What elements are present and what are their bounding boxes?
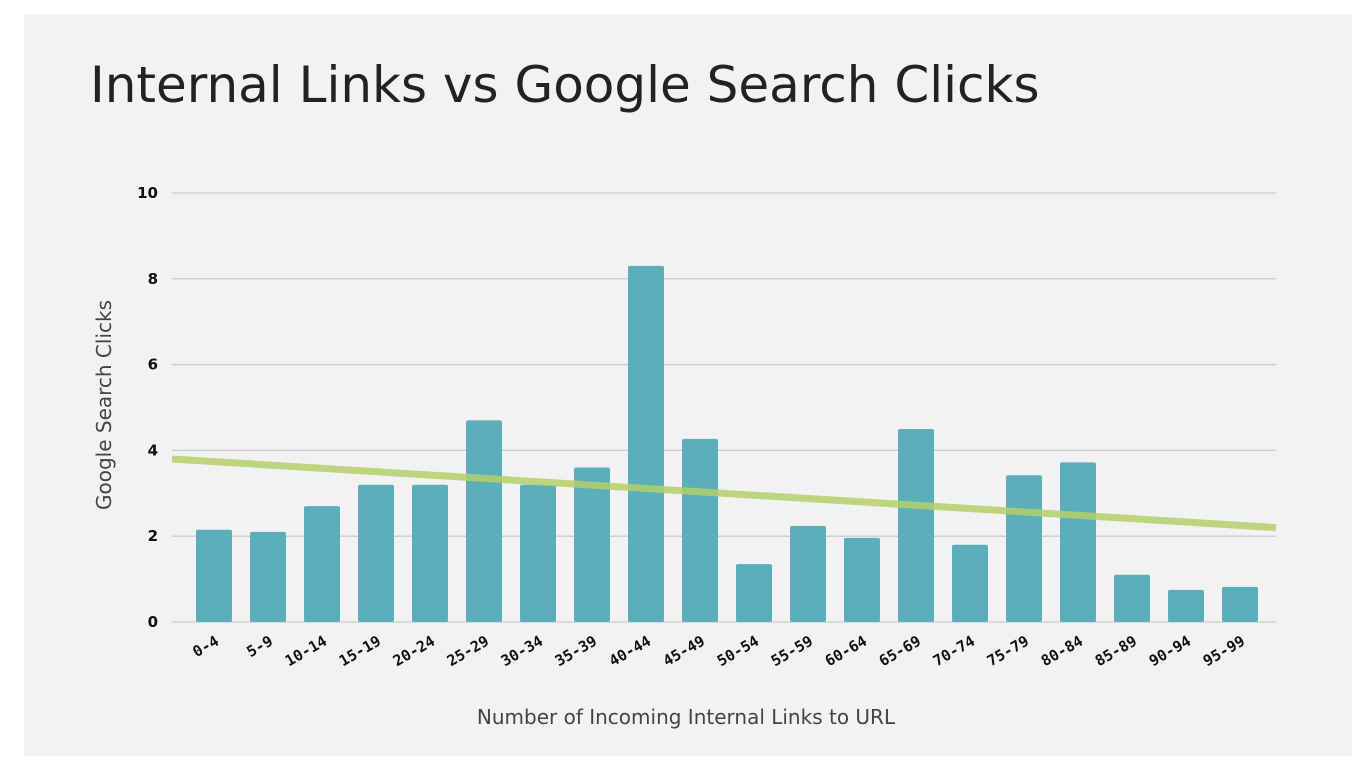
bar (466, 420, 502, 622)
x-tick-label: 10-14 (282, 632, 330, 670)
bar (574, 467, 610, 622)
bar (1114, 574, 1150, 622)
bar (1060, 462, 1096, 622)
y-tick-label: 6 (148, 356, 158, 374)
bar (250, 531, 286, 622)
bar (520, 484, 556, 622)
chart-title: Internal Links vs Google Search Clicks (90, 56, 1040, 114)
x-tick-label: 25-29 (444, 632, 492, 670)
x-tick-label: 55-59 (768, 632, 816, 670)
x-tick-label: 75-79 (984, 632, 1032, 670)
bar (790, 525, 826, 622)
x-tick-label: 50-54 (714, 632, 762, 670)
bar (196, 529, 232, 622)
y-tick-label: 0 (148, 613, 158, 631)
y-tick-label: 8 (148, 270, 158, 288)
x-tick-label: 45-49 (660, 632, 708, 670)
bar (844, 537, 880, 622)
y-tick-label: 10 (137, 184, 158, 202)
bar (412, 484, 448, 622)
bar (628, 265, 664, 622)
x-tick-label: 65-69 (876, 632, 924, 670)
y-axis-label: Google Search Clicks (92, 300, 116, 510)
x-tick-label: 90-94 (1146, 632, 1194, 670)
x-tick-label: 80-84 (1038, 632, 1086, 670)
x-tick-label: 0-4 (190, 632, 222, 661)
y-tick-label: 2 (148, 527, 158, 545)
bar (682, 438, 718, 622)
bar (898, 428, 934, 622)
bar (736, 564, 772, 622)
x-tick-label: 95-99 (1200, 632, 1248, 670)
x-tick-label: 70-74 (930, 632, 978, 670)
trendline (171, 455, 1277, 532)
bar (358, 484, 394, 622)
x-tick-label: 20-24 (390, 632, 438, 670)
bar (304, 506, 340, 622)
x-tick-label: 15-19 (336, 632, 384, 670)
x-tick-label: 5-9 (244, 632, 276, 661)
bar (1006, 475, 1042, 622)
x-tick-label: 60-64 (822, 632, 870, 670)
x-tick-label: 35-39 (552, 632, 600, 670)
chart-panel (24, 14, 1352, 756)
bar (952, 544, 988, 622)
x-tick-label: 85-89 (1092, 632, 1140, 670)
bar (1222, 586, 1258, 622)
x-axis-label: Number of Incoming Internal Links to URL (477, 705, 896, 729)
bar (1168, 589, 1204, 622)
y-tick-label: 4 (148, 441, 158, 459)
x-tick-label: 40-44 (606, 632, 654, 670)
x-tick-label: 30-34 (498, 632, 546, 670)
